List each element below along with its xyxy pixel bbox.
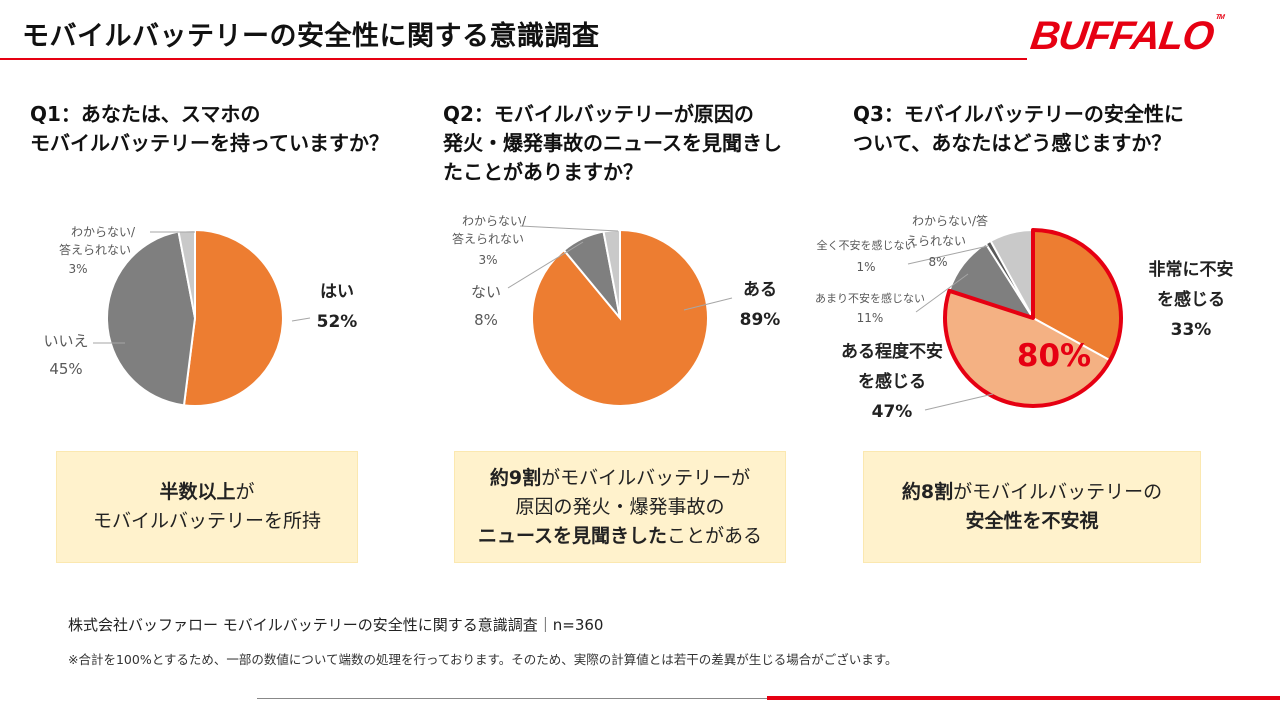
callout1-line2: モバイルバッテリーを所持 <box>92 510 321 532</box>
title-underline <box>0 58 1027 60</box>
q3-highlight-value: 80% <box>1017 338 1091 374</box>
question-2: Q2：モバイルバッテリーが原因の 発火・爆発事故のニュースを見聞きし たことがあ… <box>443 102 782 184</box>
callout3-bold: 約8割 <box>901 481 954 503</box>
q1-pie-chart: わからない/ 答えられない 3% いいえ 45% はい 52% <box>43 225 358 407</box>
q1-summary-callout: 半数以上が モバイルバッテリーを所持 <box>56 451 358 563</box>
q3-leader-somewhat <box>924 393 994 411</box>
question-1: Q1：あなたは、スマホの モバイルバッテリーを持っていますか？ <box>30 102 389 155</box>
q3-pie-chart: わからない/答 えられない 8% 全く不安を感じない 1% あまり不安を感じない… <box>815 213 1234 422</box>
q3-value-unknown: 8% <box>928 255 947 269</box>
q2-value-no: 8% <box>474 311 498 329</box>
q2-label-unknown-a: わからない/ <box>462 214 527 228</box>
q2-pie-slices <box>531 228 709 407</box>
q2-leader-no <box>507 241 584 289</box>
bottom-rule-red <box>767 696 1280 700</box>
q2-pie-chart: わからない/ 答えられない 3% ない 8% ある 89% <box>452 214 781 407</box>
q3-label-unknown-b: えられない <box>906 234 966 248</box>
callout3-text1: がモバイルバッテリーの <box>953 481 1163 503</box>
q2-pie-slice-0 <box>531 228 709 407</box>
q3-value-very: 33% <box>1171 320 1212 340</box>
q2-value-unknown: 3% <box>478 253 497 267</box>
q2-label-yes: ある <box>743 280 777 300</box>
q3-label-none: 全く不安を感じない <box>817 238 916 252</box>
q3-value-none: 1% <box>856 260 875 274</box>
q3-leader-little <box>915 273 969 313</box>
callout1-bold: 半数以上 <box>159 481 236 503</box>
callout3-bold2: 安全性を不安視 <box>965 510 1099 532</box>
q3-value-little: 11% <box>857 311 884 325</box>
q3-label-very-b: を感じる <box>1157 289 1225 310</box>
q3-label-somewhat-a: ある程度不安 <box>841 341 943 362</box>
page-title: モバイルバッテリーの安全性に関する意識調査 <box>22 21 600 52</box>
callout3-line2: 安全性を不安視 <box>965 507 1098 536</box>
q3-label-very-a: 非常に不安 <box>1149 259 1234 280</box>
survey-source: 株式会社バッファロー モバイルバッテリーの安全性に関する意識調査｜n=360 <box>68 616 604 634</box>
q3-label-somewhat-b: を感じる <box>858 371 926 392</box>
callout2-line2: 原因の発火・爆発事故の <box>515 495 725 518</box>
callout2-bold: 約9割 <box>489 466 542 489</box>
q1-value-unknown: 3% <box>68 262 87 276</box>
q2-leader-yes <box>683 297 733 311</box>
q3-value-somewhat: 47% <box>872 402 913 422</box>
callout2-bold3: ニュースを見聞きした <box>477 524 668 547</box>
q1-pie-slice-1 <box>106 230 197 407</box>
q3-leader-none <box>907 245 989 265</box>
q2-label-unknown-b: 答えられない <box>452 231 524 246</box>
q1-label-unknown-a: わからない/ <box>71 225 136 239</box>
q2-label-no: ない <box>471 283 501 301</box>
q2-leader-unknown <box>519 225 619 232</box>
callout2-text1: がモバイルバッテリーが <box>541 466 751 489</box>
q3-highlight-outline <box>943 228 1123 408</box>
callout1-line1: 半数以上が <box>159 478 254 507</box>
q2-value-yes: 89% <box>740 310 781 330</box>
q2-summary-callout: 約9割がモバイルバッテリーが 原因の発火・爆発事故の ニュースを見聞きしたことが… <box>454 451 786 563</box>
q1-label-yes: はい <box>320 282 354 302</box>
q3-label-little: あまり不安を感じない <box>815 291 925 305</box>
rounding-note: ※合計を100%とするため、一部の数値について端数の処理を行っております。そのた… <box>68 652 898 667</box>
logo-trademark: TM <box>1215 14 1225 21</box>
q1-value-no: 45% <box>49 360 82 378</box>
q1-label-no: いいえ <box>43 332 88 350</box>
q3-summary-callout: 約8割がモバイルバッテリーの 安全性を不安視 <box>863 451 1201 563</box>
q1-leader-yes <box>291 317 311 322</box>
callout2-line1: 約9割がモバイルバッテリーが <box>490 464 750 493</box>
q1-value-yes: 52% <box>317 312 358 332</box>
q3-highlight-border <box>943 228 1123 408</box>
buffalo-logo: BUFFALOTM <box>1028 14 1224 59</box>
q3-label-unknown-a: わからない/答 <box>912 213 988 228</box>
logo-text: BUFFALO <box>1027 14 1217 58</box>
callout3-line1: 約8割がモバイルバッテリーの <box>902 478 1162 507</box>
q1-pie-slices <box>106 228 284 407</box>
callout2-text3: ことがある <box>667 524 763 547</box>
callout2-line3: ニュースを見聞きしたことがある <box>478 522 762 551</box>
question-3: Q3：モバイルバッテリーの安全性に ついて、あなたはどう感じますか？ <box>853 102 1184 155</box>
q1-pie-slice-0 <box>182 228 284 407</box>
bottom-rule-gray <box>257 698 767 699</box>
callout1-text1: が <box>235 481 255 503</box>
q1-label-unknown-b: 答えられない <box>59 242 131 257</box>
